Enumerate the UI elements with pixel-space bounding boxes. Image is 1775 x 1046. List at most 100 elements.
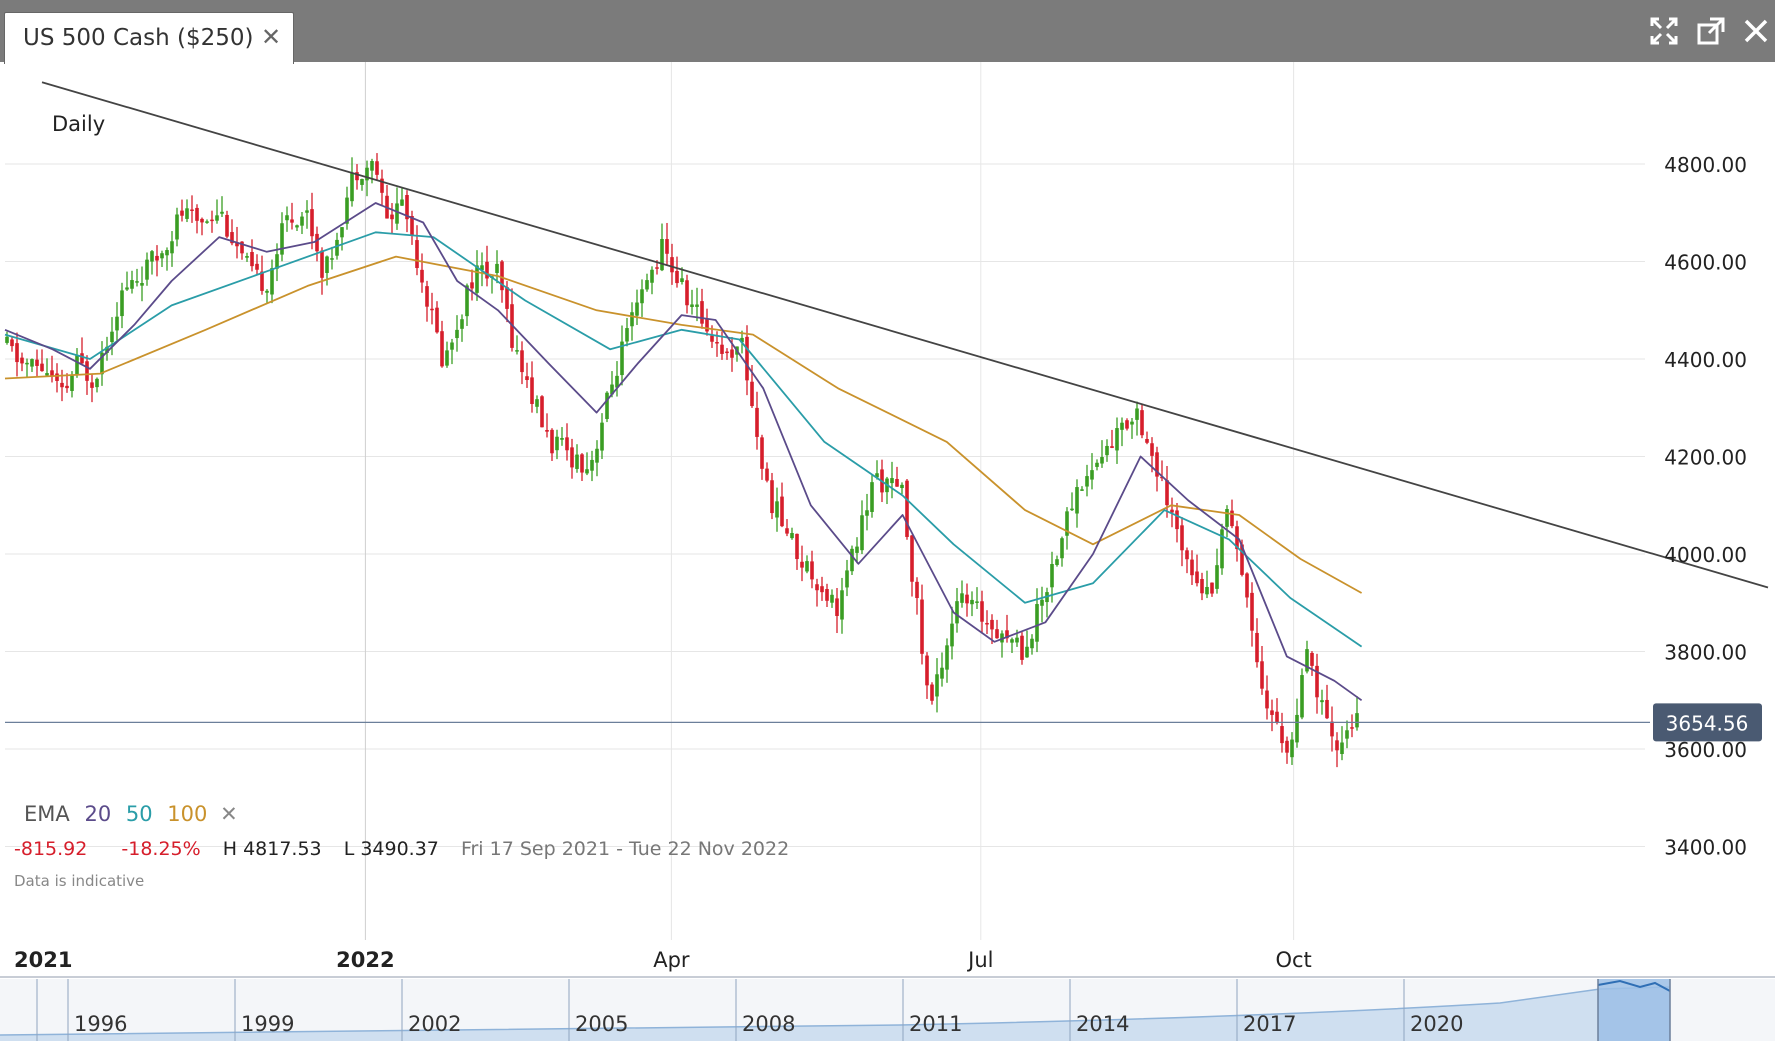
- candle-body: [715, 342, 719, 344]
- navigator-year-label: 2017: [1243, 1012, 1296, 1036]
- candle-body: [370, 161, 374, 171]
- candle-body: [655, 267, 659, 269]
- chart-canvas[interactable]: 4800.00 4600.00 4400.00 4200.00 4000.00 3800.…: [0, 62, 1775, 979]
- remove-indicator-icon[interactable]: ✕: [220, 802, 238, 826]
- candle-body: [350, 173, 354, 202]
- candle-body: [1245, 573, 1249, 598]
- navigator-year-label: 2011: [909, 1012, 962, 1036]
- candle-body: [605, 392, 609, 420]
- candle-body: [995, 629, 999, 639]
- price-chart[interactable]: 4800.00 4600.00 4400.00 4200.00 4000.00 3800.…: [0, 62, 1775, 979]
- navigator-selection[interactable]: [1598, 979, 1670, 1041]
- candle-body: [790, 533, 794, 539]
- candle-body: [1250, 592, 1254, 631]
- candle-body: [60, 382, 64, 388]
- candle-body: [810, 561, 814, 580]
- date-range: Fri 17 Sep 2021 - Tue 22 Nov 2022: [460, 838, 790, 860]
- candle-body: [1010, 639, 1014, 643]
- close-icon[interactable]: ✕: [261, 24, 282, 51]
- candle-body: [1090, 470, 1094, 480]
- candle-body: [870, 482, 874, 512]
- candle-body: [1035, 604, 1039, 642]
- candle-body: [1120, 422, 1124, 430]
- candle-body: [1050, 564, 1054, 588]
- indicative-note: Data is indicative: [14, 872, 145, 890]
- candle-body: [215, 215, 219, 221]
- candle-body: [500, 261, 504, 291]
- popout-icon[interactable]: [1696, 16, 1726, 46]
- candle-body: [710, 335, 714, 342]
- navigator-canvas[interactable]: 1996 1999 2002 2005 2008 2011 2014 2017 2020: [0, 979, 1775, 1041]
- candle-body: [80, 353, 84, 364]
- candle-body: [720, 344, 724, 354]
- candle-body: [795, 533, 799, 560]
- instrument-tab[interactable]: US 500 Cash ($250) ✕: [4, 12, 294, 64]
- high-value: H 4817.53: [222, 838, 322, 860]
- candle-body: [270, 268, 274, 295]
- candle-body: [1295, 714, 1299, 743]
- candle-body: [1145, 439, 1149, 443]
- candle-body: [840, 590, 844, 620]
- y-tick-label: 4800.00: [1664, 153, 1747, 177]
- candle-body: [570, 447, 574, 468]
- candle-body: [1330, 721, 1334, 737]
- candle-body: [330, 258, 334, 260]
- candle-body: [50, 370, 54, 377]
- candle-body: [465, 285, 469, 317]
- navigator-year-label: 1999: [241, 1012, 294, 1036]
- candle-body: [550, 429, 554, 454]
- candle-body: [990, 619, 994, 630]
- candle-body: [1335, 740, 1339, 751]
- candle-body: [145, 259, 149, 280]
- candle-body: [115, 316, 119, 331]
- candle-body: [425, 286, 429, 307]
- candle-body: [565, 437, 569, 451]
- candle-body: [355, 172, 359, 181]
- candle-body: [1175, 510, 1179, 530]
- candle-body: [495, 263, 499, 273]
- ema-20-line: [4, 202, 1363, 702]
- candle-body: [1075, 487, 1079, 514]
- candle-body: [600, 422, 604, 451]
- y-tick-label: 4000.00: [1664, 543, 1747, 567]
- candle-body: [760, 437, 764, 469]
- candle-body: [1305, 649, 1309, 672]
- candle-body: [700, 301, 704, 324]
- candle-body: [535, 399, 539, 407]
- candle-body: [1185, 550, 1189, 560]
- candle-body: [335, 239, 339, 256]
- change-value: -815.92: [14, 838, 88, 860]
- candle-body: [1320, 700, 1324, 703]
- expand-icon[interactable]: [1649, 16, 1679, 46]
- range-stats: -815.92 -18.25% H 4817.53 L 3490.37 Fri …: [14, 838, 789, 860]
- candle-body: [195, 207, 199, 221]
- candle-body: [320, 250, 324, 278]
- candle-body: [185, 208, 189, 219]
- candle-body: [420, 269, 424, 283]
- candle-body: [30, 359, 34, 367]
- candle-body: [965, 594, 969, 604]
- candle-body: [135, 281, 139, 283]
- trend-line: [41, 81, 1769, 589]
- timeline-navigator[interactable]: 1996 1999 2002 2005 2008 2011 2014 2017 2020: [0, 979, 1775, 1041]
- candle-body: [475, 265, 479, 293]
- candle-body: [1015, 637, 1019, 643]
- candle-body: [155, 255, 159, 261]
- candle-body: [1020, 635, 1024, 660]
- candle-body: [1345, 730, 1349, 739]
- candle-body: [900, 484, 904, 489]
- candle-body: [985, 622, 989, 625]
- last-price-tag: [1653, 703, 1762, 742]
- candle-body: [275, 254, 279, 269]
- candle-body: [1140, 410, 1144, 436]
- close-window-icon[interactable]: [1741, 16, 1771, 46]
- candle-body: [1255, 632, 1259, 663]
- navigator-year-label: 2020: [1410, 1012, 1463, 1036]
- candle-body: [105, 346, 109, 353]
- candle-body: [765, 468, 769, 481]
- candle-body: [25, 362, 29, 365]
- candle-body: [1135, 408, 1139, 420]
- candle-body: [445, 350, 449, 366]
- candle-body: [245, 256, 249, 258]
- candle-body: [1280, 726, 1284, 744]
